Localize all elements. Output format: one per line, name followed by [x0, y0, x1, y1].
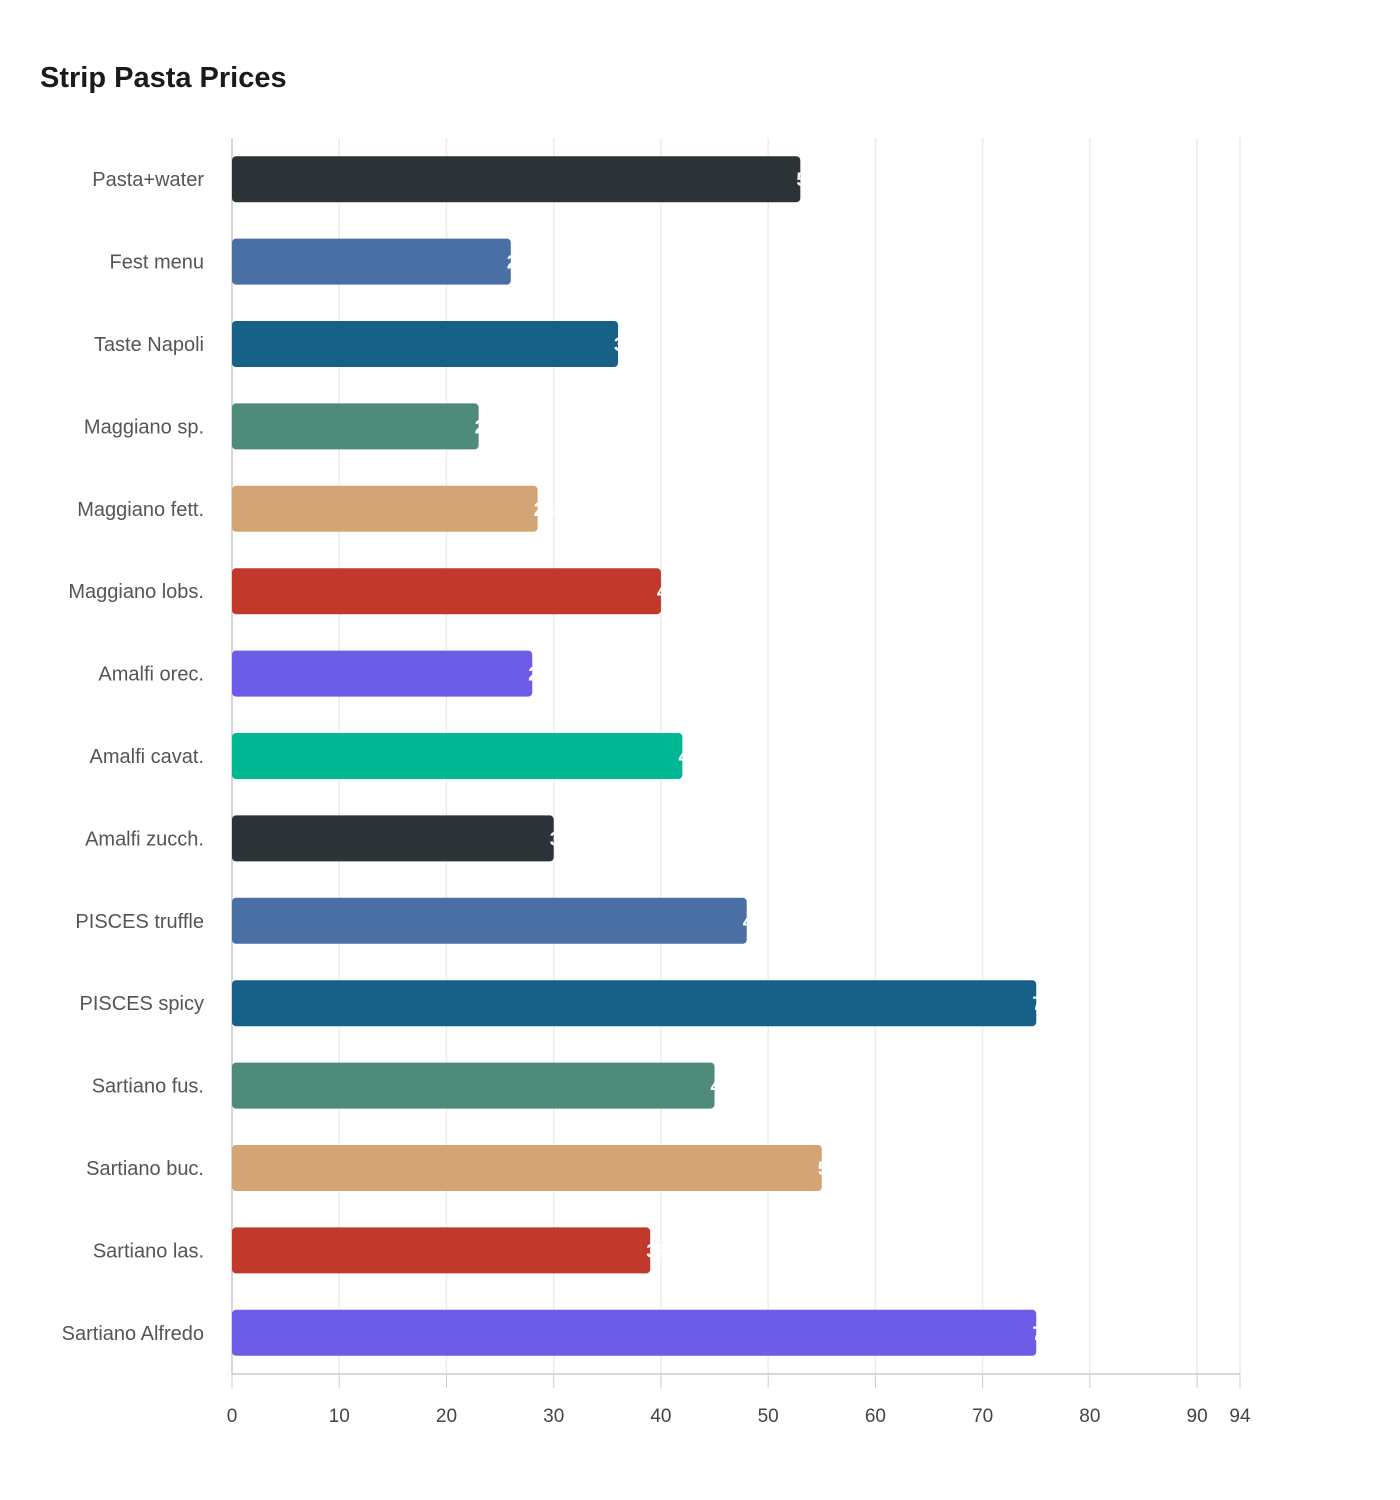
- category-label: Pasta+water: [92, 169, 204, 191]
- data-label: 40: [657, 582, 678, 603]
- x-tick-label: 90: [1187, 1406, 1208, 1427]
- bar: [232, 733, 683, 779]
- data-label: 75: [1032, 994, 1054, 1015]
- category-label: Sartiano fus.: [92, 1076, 204, 1098]
- data-label: 28: [528, 665, 549, 686]
- bar: [232, 1309, 1037, 1356]
- data-label: 36: [614, 335, 635, 356]
- data-label: 23: [475, 417, 496, 438]
- data-label: 55: [818, 1159, 840, 1180]
- data-label: 42: [678, 747, 699, 768]
- category-label: Amalfi orec.: [98, 664, 204, 686]
- bar: [232, 485, 538, 532]
- data-label: 26: [507, 253, 528, 274]
- chart-title: Strip Pasta Prices: [40, 62, 287, 94]
- category-label: Maggiano fett.: [77, 499, 204, 521]
- category-label: Fest menu: [110, 252, 204, 274]
- x-tick-label: 94: [1229, 1406, 1251, 1427]
- category-label: Amalfi cavat.: [90, 746, 204, 768]
- bar: [232, 1145, 822, 1191]
- data-label: 53: [796, 170, 817, 191]
- data-label: 39: [646, 1241, 667, 1262]
- category-label: Sartiano las.: [93, 1240, 204, 1262]
- x-tick-label: 30: [543, 1406, 564, 1427]
- bar: [232, 321, 619, 367]
- data-label: 48: [743, 912, 764, 933]
- x-tick-label: 20: [436, 1406, 457, 1427]
- x-tick-label: 70: [972, 1406, 993, 1427]
- x-tick-label: 40: [650, 1406, 671, 1427]
- x-tick-label: 0: [227, 1406, 238, 1427]
- category-label: Amalfi zucch.: [85, 828, 204, 850]
- x-tick-label: 10: [329, 1406, 350, 1427]
- data-label: 45: [711, 1077, 733, 1098]
- category-label: Maggiano sp.: [84, 416, 204, 438]
- data-label: 28.5: [534, 500, 571, 521]
- bar: [232, 980, 1037, 1027]
- bar: [232, 650, 533, 697]
- bar: [232, 815, 554, 862]
- category-label: Sartiano buc.: [86, 1158, 204, 1180]
- x-tick-label: 60: [865, 1406, 886, 1427]
- bar: [232, 238, 511, 285]
- data-label: 75: [1032, 1324, 1054, 1345]
- bar: [232, 156, 801, 203]
- bar: [232, 568, 661, 615]
- bar: [232, 1227, 651, 1274]
- category-label: PISCES spicy: [80, 993, 204, 1015]
- x-tick-label: 80: [1079, 1406, 1100, 1427]
- category-label: Taste Napoli: [94, 334, 204, 356]
- category-label: Sartiano Alfredo: [62, 1323, 204, 1345]
- bar: [232, 403, 479, 450]
- bar: [232, 1062, 715, 1109]
- category-label: PISCES truffle: [75, 911, 204, 933]
- x-tick-label: 50: [758, 1406, 779, 1427]
- bar: [232, 897, 747, 944]
- data-label: 30: [550, 829, 571, 850]
- category-label: Maggiano lobs.: [68, 581, 204, 603]
